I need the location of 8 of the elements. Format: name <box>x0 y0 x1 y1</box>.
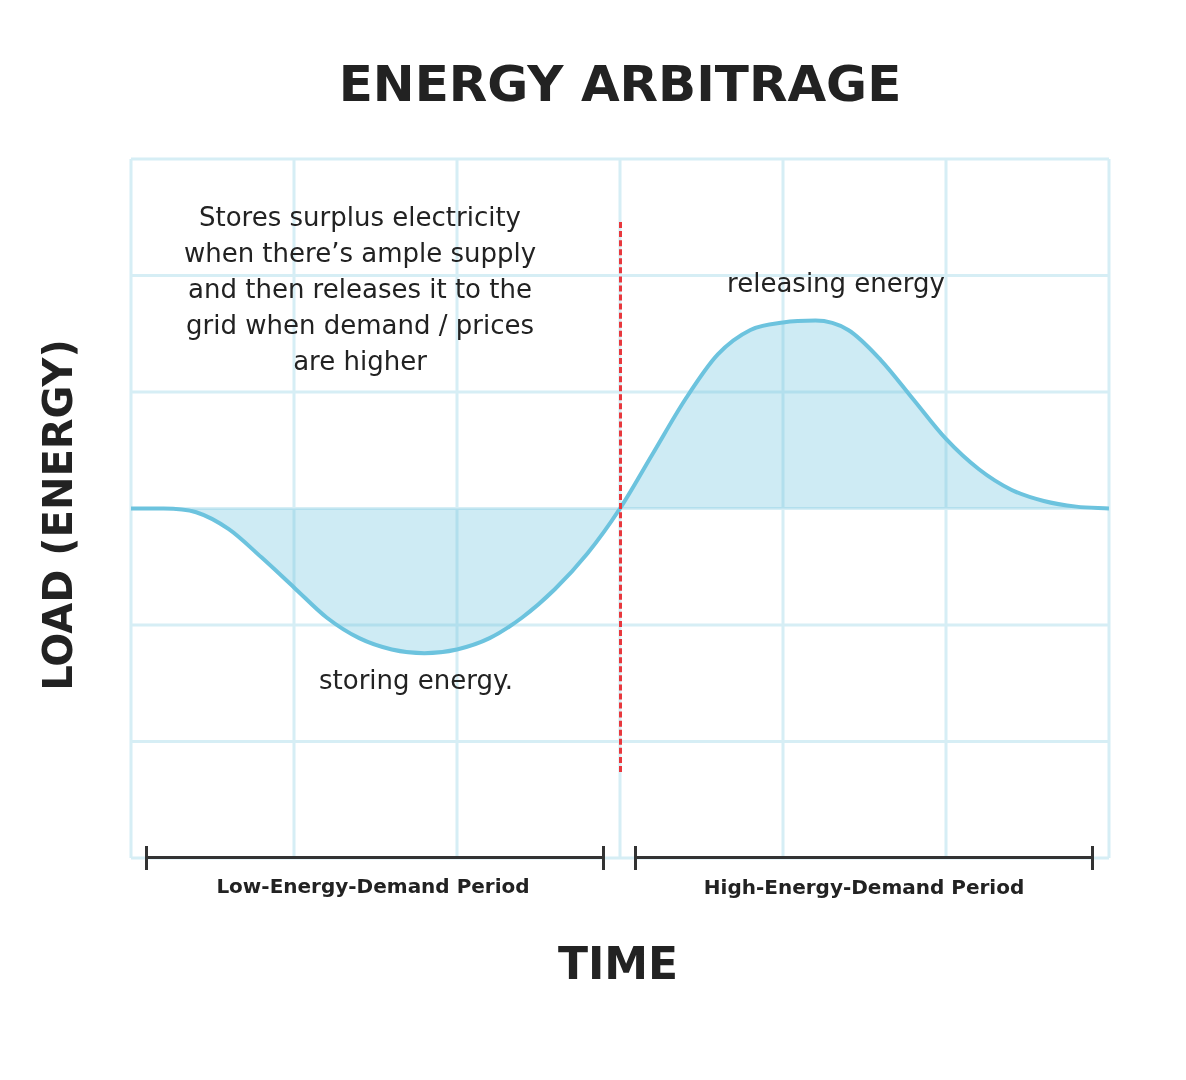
annotation: Stores surplus electricity when there’s ample supply and then releases it to the grid when demand / prices are higher <box>183 201 537 376</box>
text: storing energy. <box>319 664 513 695</box>
text: TIME <box>557 938 679 990</box>
y-axis-title: LOAD (ENERGY) <box>35 339 82 691</box>
text: Low-Energy-Demand Period <box>216 874 530 899</box>
text: High-Energy-Demand Period <box>703 875 1025 900</box>
text: releasing energy <box>727 267 945 298</box>
chart-title: ENERGY ARBITRAGE <box>338 54 902 113</box>
